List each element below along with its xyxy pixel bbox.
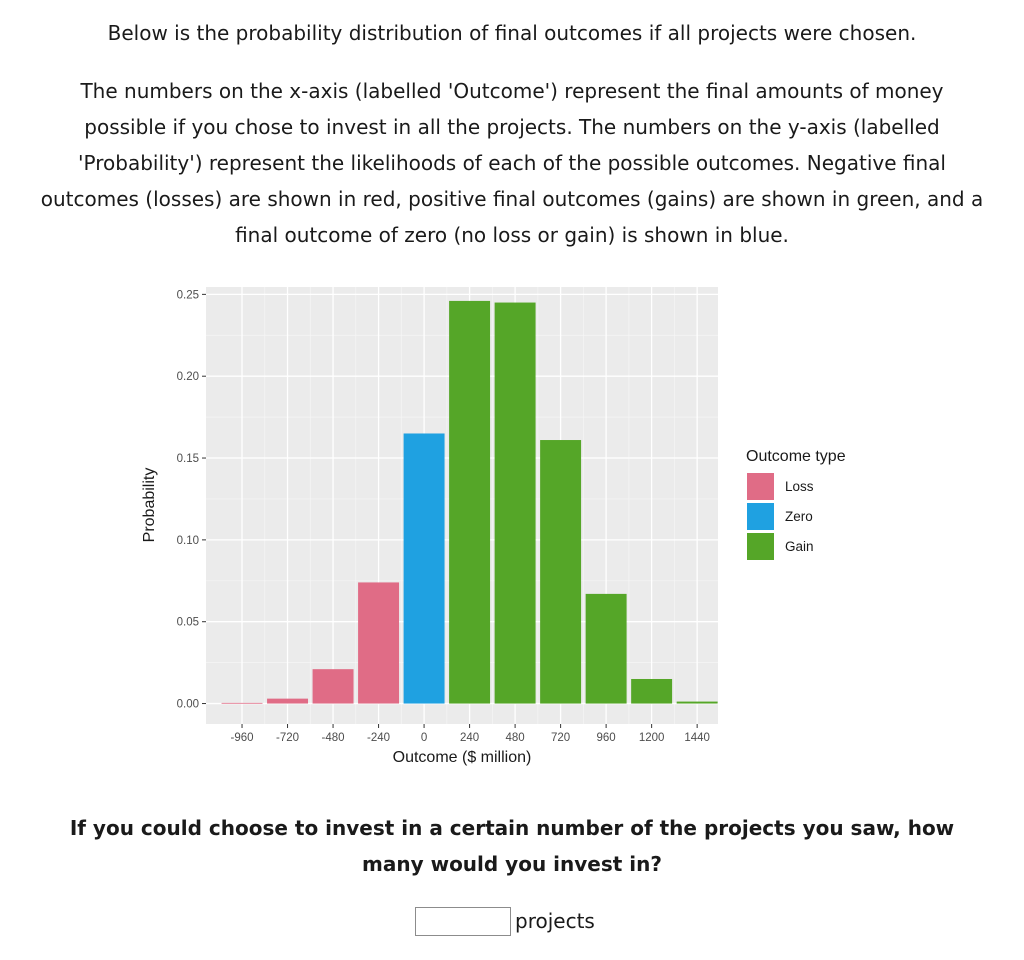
x-tick-label: -720	[276, 732, 299, 744]
bar-gain	[449, 300, 491, 704]
y-tick-label: 0.00	[177, 699, 199, 711]
answer-row: projects	[415, 905, 595, 937]
legend-swatch-loss	[747, 473, 774, 500]
bar-loss	[221, 702, 263, 704]
projects-count-input[interactable]	[415, 906, 511, 936]
y-axis-label: Probability	[141, 468, 158, 543]
y-tick-label: 0.05	[177, 617, 199, 629]
y-tick-label: 0.25	[177, 289, 199, 301]
y-tick-label: 0.15	[177, 453, 199, 465]
axes: -960 -720 -480 -240 0 240 480 720 960 1200 1440 0.0…	[177, 289, 710, 744]
legend-swatch-gain	[747, 533, 774, 560]
x-tick-label: 960	[597, 732, 616, 744]
projects-unit-label: projects	[515, 909, 595, 933]
bars	[221, 300, 718, 704]
bar-gain	[540, 440, 582, 704]
y-tick-label: 0.20	[177, 371, 199, 383]
legend-label-gain: Gain	[785, 539, 814, 554]
bar-loss	[312, 669, 354, 704]
bar-loss	[267, 698, 309, 704]
x-tick-label: -960	[231, 732, 254, 744]
x-tick-label: 0	[421, 732, 427, 744]
legend-label-zero: Zero	[785, 509, 813, 524]
description-text: The numbers on the x-axis (labelled 'Out…	[40, 79, 984, 247]
outcome-distribution-chart: -960 -720 -480 -240 0 240 480 720 960 1200 1440 0.0…	[141, 287, 846, 766]
x-tick-label: 480	[506, 732, 525, 744]
intro-text: Below is the probability distribution of…	[107, 21, 917, 45]
x-tick-label: -480	[322, 732, 345, 744]
bar-gain	[494, 302, 536, 704]
x-tick-label: -240	[367, 732, 390, 744]
x-tick-label: 1440	[684, 732, 710, 744]
question-text: If you could choose to invest in a certa…	[69, 816, 955, 876]
x-tick-label: 720	[551, 732, 570, 744]
bar-loss	[358, 582, 400, 704]
x-axis-label: Outcome ($ million)	[393, 749, 532, 766]
bar-gain	[631, 678, 673, 704]
x-tick-label: 240	[460, 732, 479, 744]
legend-title: Outcome type	[746, 448, 846, 465]
legend-label-loss: Loss	[785, 479, 814, 494]
bar-gain	[585, 593, 627, 704]
legend-swatch-zero	[747, 503, 774, 530]
y-tick-label: 0.10	[177, 535, 199, 547]
x-tick-label: 1200	[639, 732, 665, 744]
bar-gain	[676, 701, 718, 704]
legend: Outcome type Loss Zero Gain	[746, 448, 846, 560]
bar-zero	[403, 433, 445, 704]
